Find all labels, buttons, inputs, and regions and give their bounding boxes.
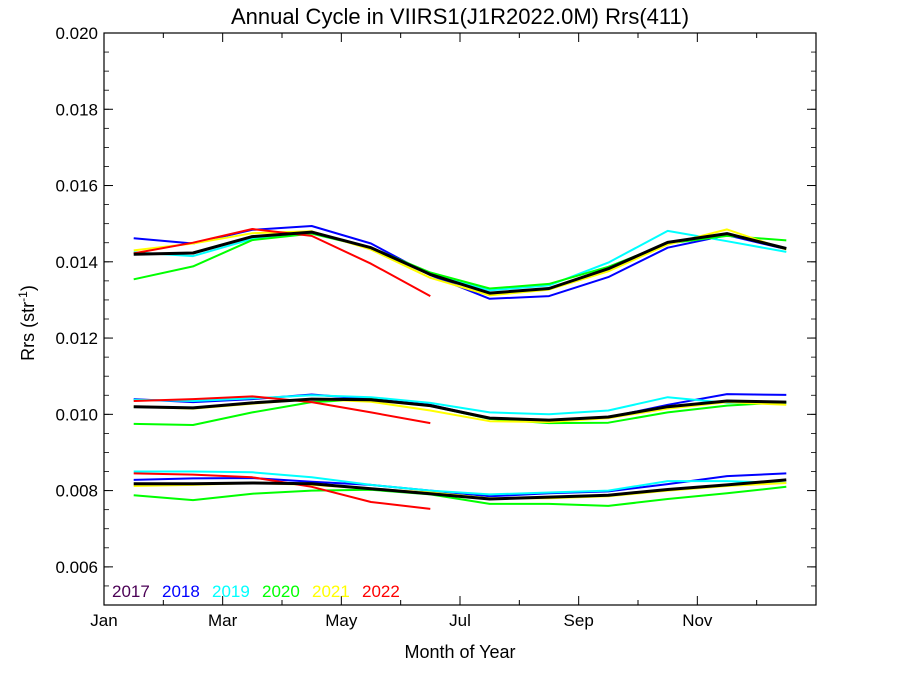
y-axis-label-main: Rrs (str — [18, 302, 38, 361]
x-tick-label: Jan — [90, 611, 117, 630]
series-line-high-mean — [133, 230, 787, 295]
y-tick-label: 0.018 — [55, 100, 98, 119]
legend-entry-2017: 2017 — [112, 582, 150, 601]
series-line-mid-2019 — [133, 394, 787, 416]
y-axis-label-superscript: -1 — [16, 291, 30, 302]
y-tick-label: 0.008 — [55, 482, 98, 501]
y-tick-label: 0.016 — [55, 177, 98, 196]
series-line-low-2020 — [133, 485, 787, 507]
y-tick-label: 0.012 — [55, 329, 98, 348]
y-tick-label: 0.006 — [55, 558, 98, 577]
y-tick-label: 0.010 — [55, 405, 98, 424]
y-tick-label: 0.014 — [55, 253, 98, 272]
x-tick-label: May — [325, 611, 358, 630]
y-axis-label: Rrs (str-1) — [16, 285, 38, 361]
legend-entry-2018: 2018 — [162, 582, 200, 601]
plot-area: 0.006 0.008 0.010 0.012 0.014 0.016 0.018 0.020… — [55, 24, 817, 630]
series-line-mid-mean — [133, 397, 787, 422]
legend-entry-2020: 2020 — [262, 582, 300, 601]
chart-title: Annual Cycle in VIIRS1(J1R2022.0M) Rrs(4… — [231, 4, 689, 29]
legend-entry-2021: 2021 — [312, 582, 350, 601]
series-line-low-mean — [133, 478, 787, 501]
x-tick-label: Nov — [682, 611, 713, 630]
legend-entry-2022: 2022 — [362, 582, 400, 601]
series-line-mid-2022 — [133, 395, 431, 425]
series-line-low-2019 — [133, 470, 787, 496]
series-line-high-2022 — [133, 228, 431, 297]
plot-frame — [103, 32, 817, 606]
x-tick-label: Sep — [564, 611, 594, 630]
series-line-high-2019 — [133, 229, 787, 292]
y-tick-label: 0.020 — [55, 24, 98, 43]
y-axis-label-suffix: ) — [18, 285, 38, 291]
legend-entry-2019: 2019 — [212, 582, 250, 601]
x-tick-label: Mar — [208, 611, 238, 630]
x-axis-label: Month of Year — [404, 642, 515, 662]
x-tick-label: Jul — [449, 611, 471, 630]
